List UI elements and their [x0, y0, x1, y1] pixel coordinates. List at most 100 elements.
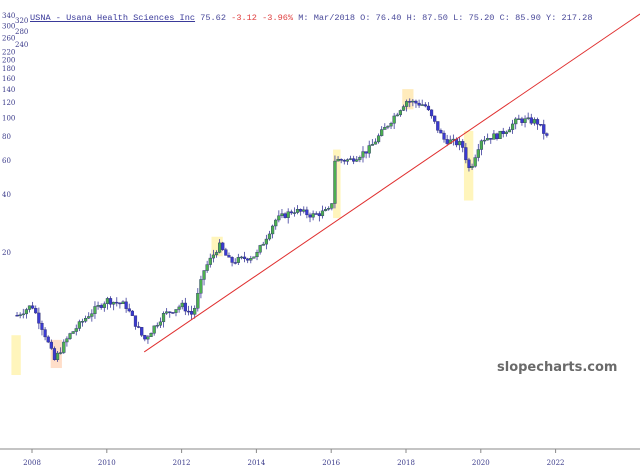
candle-body — [467, 159, 471, 168]
candle-body — [236, 257, 240, 263]
candle-body — [345, 159, 350, 162]
y-tick-label: 100 — [2, 114, 15, 122]
candle-body — [370, 144, 374, 146]
candle-body — [84, 317, 88, 322]
candle-body — [492, 133, 496, 140]
candle-body — [18, 314, 22, 317]
candle-body — [55, 352, 60, 360]
candle-body — [476, 149, 480, 158]
close-label: C: — [499, 13, 510, 23]
y-value: 217.28 — [561, 13, 593, 23]
candle-body — [242, 256, 247, 260]
symbol-title[interactable]: USNA - Usana Health Sciences Inc — [30, 13, 196, 23]
candle-body — [327, 208, 331, 210]
candle-body — [108, 298, 113, 305]
candle-body — [292, 212, 297, 214]
y-tick-label: 260 — [2, 34, 15, 42]
candle-body — [205, 264, 209, 271]
candle-body — [34, 308, 38, 314]
candle-body — [333, 160, 337, 204]
candle-body — [267, 233, 272, 240]
candle-body — [211, 254, 215, 259]
y-tick-label: 60 — [2, 157, 11, 165]
close-value: 85.90 — [515, 13, 541, 23]
highlight-zone — [11, 335, 21, 376]
candle-body — [27, 305, 32, 310]
candle-body — [386, 125, 390, 128]
candle-body — [196, 293, 200, 309]
y-tick-label: 180 — [2, 65, 15, 73]
candle-body — [31, 305, 35, 309]
candle-body — [118, 302, 122, 305]
candle-body — [295, 209, 300, 213]
candle-body — [93, 306, 97, 314]
candle-body — [283, 213, 287, 218]
price-change: -3.12 — [231, 13, 257, 23]
candle-body — [124, 301, 128, 309]
x-tick-label: 2022 — [547, 459, 565, 467]
candle-body — [121, 301, 125, 304]
candle-body — [202, 270, 206, 280]
candle-body — [514, 118, 518, 125]
candle-body — [112, 301, 116, 305]
candle-body — [99, 305, 103, 308]
candle-body — [140, 327, 144, 336]
candle-body — [389, 123, 393, 127]
candle-body — [376, 135, 381, 143]
candle-body — [252, 256, 256, 259]
candle-body — [358, 157, 362, 160]
candle-body — [208, 257, 212, 265]
candle-body — [77, 321, 81, 329]
candle-body — [102, 303, 106, 308]
candle-body — [526, 117, 530, 119]
candle-body — [286, 211, 290, 218]
candle-body — [152, 325, 156, 334]
candle-body — [199, 279, 203, 294]
candle-body — [239, 256, 244, 259]
y-tick-label: 20 — [2, 249, 11, 257]
candle-body — [433, 115, 437, 122]
candle-body — [165, 311, 169, 314]
candle-body — [498, 130, 502, 139]
candle-body — [96, 305, 100, 307]
candle-body — [542, 124, 546, 134]
candle-body — [501, 130, 505, 134]
candle-body — [398, 110, 402, 116]
x-tick-label: 2010 — [98, 459, 116, 467]
candle-body — [489, 138, 493, 140]
bar-period: M: Mar/2018 — [298, 13, 355, 23]
x-tick-label: 2018 — [397, 459, 415, 467]
candle-body — [523, 118, 527, 123]
highlight-zone — [211, 236, 223, 257]
candle-body — [255, 252, 259, 258]
open-value: 76.40 — [375, 13, 402, 23]
candle-body — [535, 119, 540, 125]
y-tick-label: 300 — [2, 22, 15, 30]
candle-body — [168, 311, 172, 313]
candle-body — [224, 249, 228, 256]
candle-body — [495, 133, 499, 139]
candle-body — [52, 348, 57, 360]
open-label: O: — [360, 13, 371, 23]
candle-body — [517, 118, 521, 120]
candle-body — [24, 309, 28, 315]
candle-body — [473, 157, 477, 167]
y-tick-label: 240 — [15, 41, 28, 49]
candle-body — [507, 129, 512, 133]
candle-body — [49, 341, 53, 349]
candle-body — [161, 313, 166, 323]
candle-body — [258, 245, 262, 253]
candle-body — [71, 331, 75, 334]
candle-body — [180, 302, 184, 308]
candle-body — [439, 130, 443, 134]
candle-body — [458, 141, 462, 146]
candle-body — [143, 335, 147, 340]
candle-body — [417, 102, 421, 106]
y-tick-label: 160 — [2, 75, 15, 83]
candle-body — [261, 243, 265, 246]
candle-body — [314, 213, 318, 215]
candle-body — [336, 159, 340, 162]
candle-body — [408, 101, 412, 103]
candle-body — [189, 311, 194, 315]
candle-body — [420, 104, 424, 106]
